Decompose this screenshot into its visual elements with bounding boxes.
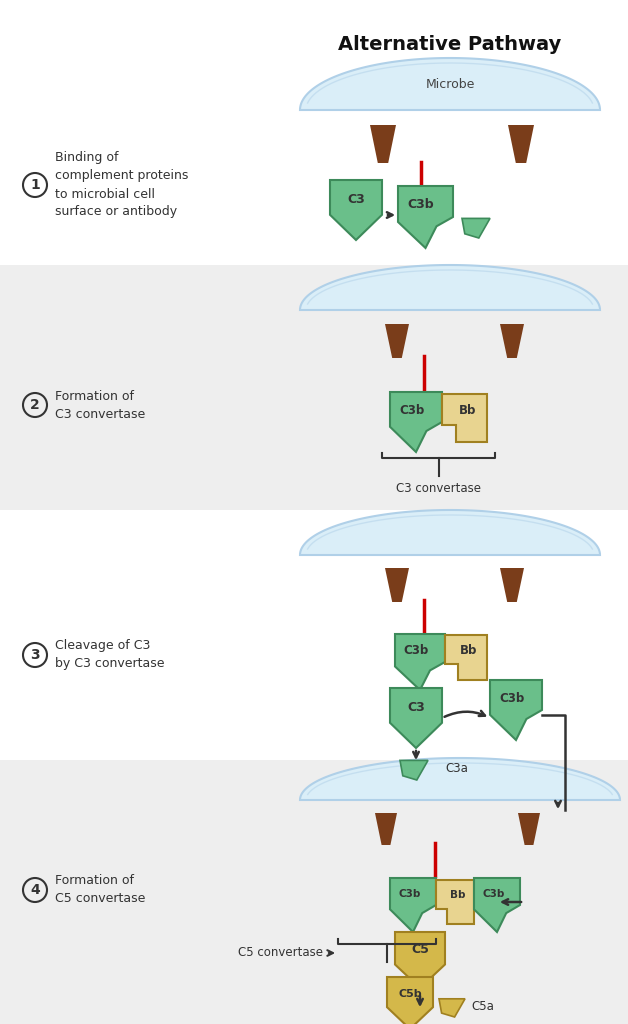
Text: Binding of
complement proteins
to microbial cell
surface or antibody: Binding of complement proteins to microb… [55,152,188,218]
Polygon shape [400,761,428,780]
Polygon shape [436,880,474,924]
Polygon shape [385,568,409,602]
Text: C3b: C3b [398,889,421,899]
Text: 2: 2 [30,398,40,412]
Bar [0,0,628,265]
Text: 4: 4 [30,883,40,897]
Text: C3 convertase: C3 convertase [396,482,481,495]
Polygon shape [390,688,442,748]
Text: C3b: C3b [408,198,435,211]
Text: Formation of
C3 convertase: Formation of C3 convertase [55,389,145,421]
Text: C3b: C3b [403,644,429,657]
Bar [0,760,628,1024]
Text: 3: 3 [30,648,40,662]
Polygon shape [474,878,520,932]
Text: C5a: C5a [471,1000,494,1014]
Polygon shape [500,324,524,358]
Text: Microbe: Microbe [425,79,475,91]
Text: C5 convertase: C5 convertase [238,946,323,959]
Text: Alternative Pathway: Alternative Pathway [338,35,561,54]
Polygon shape [462,218,490,238]
Polygon shape [300,758,620,800]
Text: Bb: Bb [458,404,476,418]
Polygon shape [518,813,540,845]
Polygon shape [439,998,465,1017]
Polygon shape [375,813,397,845]
Polygon shape [398,186,453,248]
Polygon shape [330,180,382,240]
Polygon shape [387,977,433,1024]
Text: C3b: C3b [499,691,524,705]
Polygon shape [445,635,487,680]
Text: Cleavage of C3
by C3 convertase: Cleavage of C3 by C3 convertase [55,640,165,671]
Polygon shape [395,932,445,988]
Bar [0,265,628,510]
Text: C3b: C3b [399,403,425,417]
Text: Formation of
C5 convertase: Formation of C5 convertase [55,874,145,905]
Polygon shape [300,510,600,555]
Text: C5b: C5b [398,988,422,998]
Text: C3b: C3b [482,889,504,899]
Text: C3: C3 [407,700,425,714]
Polygon shape [395,634,445,690]
Bar [0,510,628,760]
Polygon shape [490,680,542,740]
Text: C3a: C3a [445,762,468,774]
Polygon shape [385,324,409,358]
Polygon shape [442,394,487,442]
Text: C3: C3 [347,193,365,206]
Text: 1: 1 [30,178,40,193]
Polygon shape [390,392,442,452]
Text: Bb: Bb [450,891,465,900]
Polygon shape [508,125,534,163]
Text: C5: C5 [411,943,429,956]
Polygon shape [300,58,600,110]
Polygon shape [370,125,396,163]
Polygon shape [500,568,524,602]
Polygon shape [300,265,600,310]
Text: Bb: Bb [460,644,477,657]
Polygon shape [390,878,436,932]
